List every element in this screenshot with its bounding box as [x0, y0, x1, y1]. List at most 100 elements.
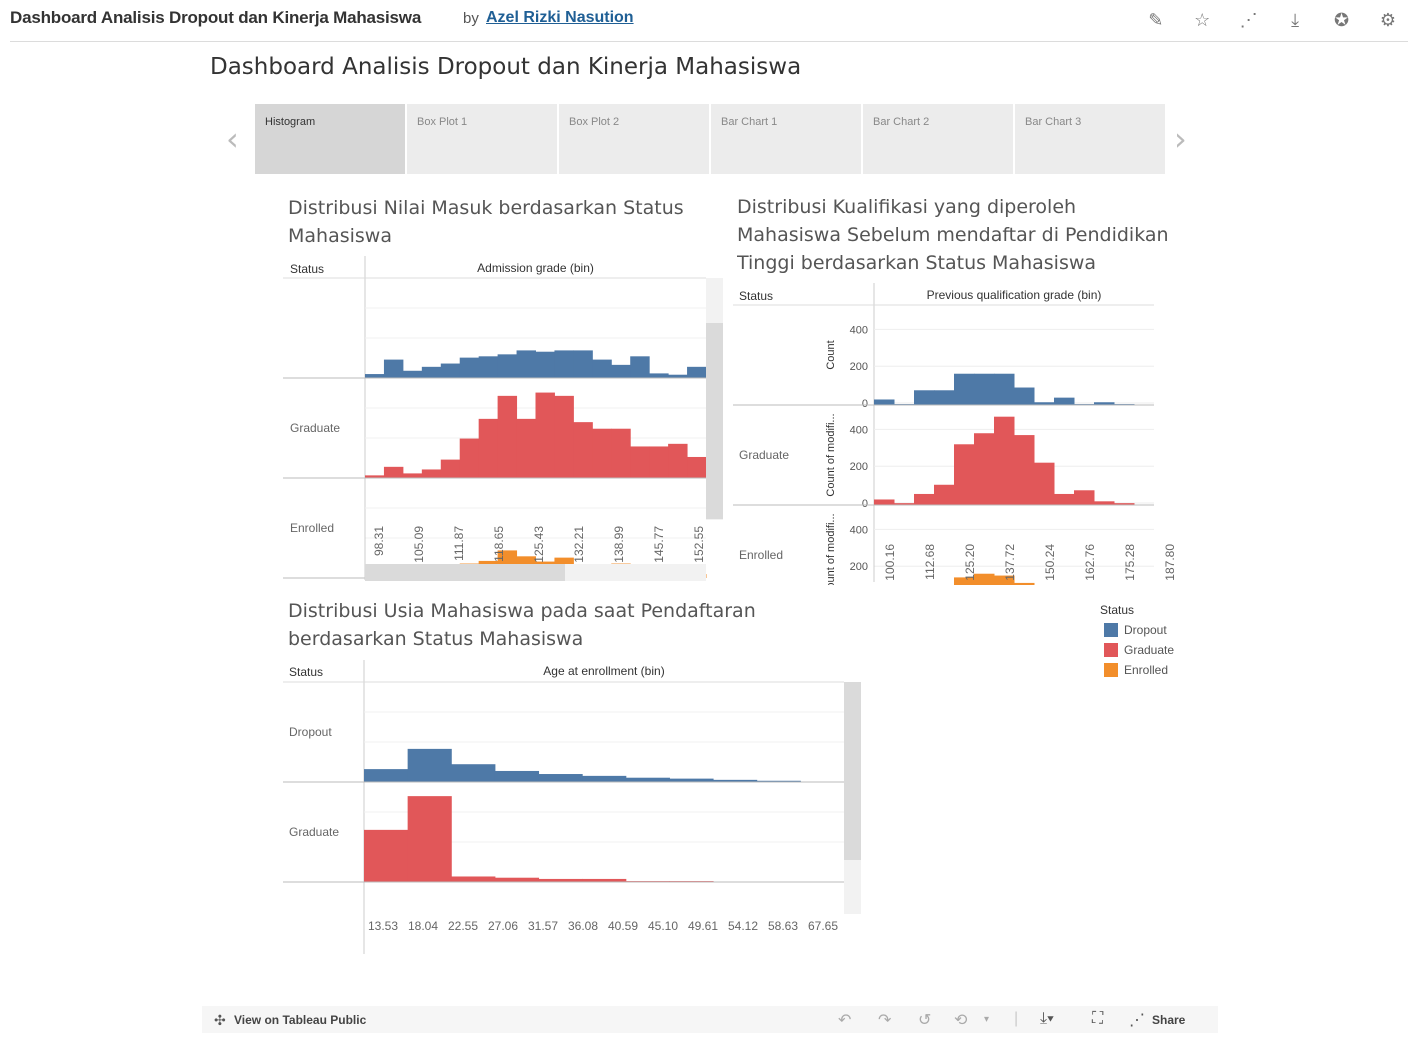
- fullscreen-icon[interactable]: ⛶: [1092, 1010, 1104, 1027]
- edit-icon[interactable]: ✎: [1148, 10, 1164, 30]
- histogram-bar: [1014, 387, 1035, 405]
- undo-icon[interactable]: ↶: [838, 1012, 852, 1029]
- histogram-bar: [582, 878, 627, 882]
- author-link[interactable]: Azel Rizki Nasution: [486, 9, 634, 26]
- y-tick-label: 200: [850, 361, 868, 373]
- x-tick-label: 145.77: [652, 526, 666, 563]
- histogram-bar: [914, 390, 935, 405]
- next-arrow-icon[interactable]: ›: [1174, 120, 1187, 158]
- refresh-icon[interactable]: ⟲: [954, 1012, 968, 1029]
- x-tick-label: 187.80: [1163, 544, 1177, 581]
- x-tick-label: 18.04: [408, 919, 438, 933]
- separator: |: [1014, 1010, 1019, 1027]
- x-tick-label: 152.55: [692, 526, 706, 563]
- histogram-bar: [625, 777, 670, 782]
- download-icon[interactable]: ⤓: [1291, 10, 1300, 30]
- histogram-bar: [478, 356, 499, 378]
- x-tick-label: 125.43: [532, 526, 546, 563]
- row-label: Enrolled: [739, 548, 783, 562]
- x-tick-label: 175.28: [1123, 544, 1137, 581]
- histogram-bar: [1054, 397, 1075, 405]
- legend-title: Status: [1100, 603, 1135, 617]
- histogram-bar: [459, 357, 480, 378]
- x-tick-label: 58.63: [768, 919, 798, 933]
- story-tabs: Histogram Box Plot 1 Box Plot 2 Bar Char…: [255, 104, 1165, 174]
- x-tick-label: 150.24: [1043, 544, 1057, 581]
- tab-bar-chart-3[interactable]: Bar Chart 3: [1015, 104, 1165, 174]
- download-footer-icon[interactable]: ⤓▾: [1040, 1010, 1054, 1027]
- x-tick-label: 105.09: [412, 526, 426, 563]
- histogram-bar: [538, 774, 583, 782]
- tableau-icon: ✣: [214, 1012, 226, 1028]
- histogram-bar: [1034, 402, 1055, 405]
- histogram-bar: [756, 780, 801, 782]
- histogram-bar: [516, 418, 536, 478]
- histogram-bar: [611, 428, 631, 478]
- y-tick-label: 400: [850, 424, 868, 436]
- tab-box-plot-2[interactable]: Box Plot 2: [559, 104, 709, 174]
- workbook-title: Dashboard Analisis Dropout dan Kinerja M…: [10, 8, 422, 27]
- histogram-bar: [874, 399, 895, 405]
- histogram-bar: [364, 769, 409, 782]
- histogram-bar: [630, 356, 650, 378]
- legend-label: Enrolled: [1124, 663, 1169, 677]
- settings-icon[interactable]: ⚙: [1379, 10, 1397, 30]
- legend-item-enrolled[interactable]: Enrolled: [1100, 663, 1174, 683]
- histogram-bar: [994, 416, 1015, 505]
- legend-swatch: [1104, 663, 1118, 677]
- tab-bar-chart-2[interactable]: Bar Chart 2: [863, 104, 1013, 174]
- x-tick-label: 118.65: [492, 526, 506, 562]
- histogram-bar: [649, 373, 669, 378]
- x-tick-label: 162.76: [1083, 544, 1097, 581]
- histogram-bar: [954, 373, 975, 405]
- y-tick-label: 200: [850, 461, 868, 473]
- histogram-bar: [407, 748, 452, 782]
- star-icon[interactable]: ☆: [1194, 10, 1211, 30]
- histogram-bar: [954, 444, 975, 505]
- histogram-bar: [440, 363, 461, 378]
- histogram-bar: [516, 350, 536, 378]
- tab-box-plot-1[interactable]: Box Plot 1: [407, 104, 557, 174]
- x-tick-label: 112.68: [923, 544, 937, 580]
- legend-item-graduate[interactable]: Graduate: [1100, 643, 1174, 663]
- prev-arrow-icon[interactable]: ‹: [226, 120, 239, 158]
- tab-bar-chart-1[interactable]: Bar Chart 1: [711, 104, 861, 174]
- x-tick-label: 111.87: [452, 526, 466, 561]
- tab-label: Box Plot 2: [569, 116, 620, 128]
- tab-label: Bar Chart 3: [1025, 116, 1082, 128]
- top-bar: Dashboard Analisis Dropout dan Kinerja M…: [0, 0, 1410, 40]
- histogram-bar: [535, 351, 555, 378]
- share-network-icon[interactable]: ⋰: [1239, 10, 1258, 30]
- histogram-bar: [497, 354, 518, 378]
- histogram-bar: [1094, 501, 1115, 505]
- redo-icon[interactable]: ↷: [878, 1012, 892, 1029]
- row-header-label: Status: [290, 262, 324, 276]
- legend-item-dropout[interactable]: Dropout: [1100, 623, 1174, 643]
- histogram-bar: [497, 395, 518, 478]
- share-icon[interactable]: ⋰: [1129, 1012, 1145, 1029]
- vertical-scrollbar-thumb: [844, 682, 861, 860]
- row-header-label: Status: [739, 289, 773, 303]
- x-tick-label: 132.21: [572, 526, 586, 563]
- view-on-tableau-link[interactable]: View on Tableau Public: [234, 1013, 367, 1027]
- histogram-bar: [494, 770, 540, 782]
- histogram-bar: [554, 395, 574, 478]
- histogram-bar: [668, 443, 688, 478]
- histogram-bar: [668, 374, 688, 378]
- refresh-menu-icon[interactable]: ▾: [984, 1014, 990, 1025]
- revert-icon[interactable]: ↺: [918, 1012, 932, 1029]
- tab-label: Box Plot 1: [417, 116, 468, 128]
- vertical-scrollbar-thumb: [706, 323, 723, 519]
- histogram-bar: [451, 876, 496, 882]
- legend-label: Dropout: [1124, 623, 1167, 637]
- legend-swatch: [1104, 623, 1118, 637]
- tab-histogram[interactable]: Histogram: [255, 104, 405, 174]
- y-axis-title: Count of modifi...: [825, 513, 837, 585]
- y-tick-label: 200: [850, 561, 868, 573]
- y-tick-label: 400: [850, 524, 868, 536]
- badge-icon[interactable]: ✪: [1334, 10, 1350, 30]
- histogram-bar: [1034, 462, 1055, 505]
- dashboard-title: Dashboard Analisis Dropout dan Kinerja M…: [210, 54, 802, 80]
- share-button[interactable]: Share: [1152, 1013, 1186, 1027]
- row-label: Graduate: [289, 825, 339, 839]
